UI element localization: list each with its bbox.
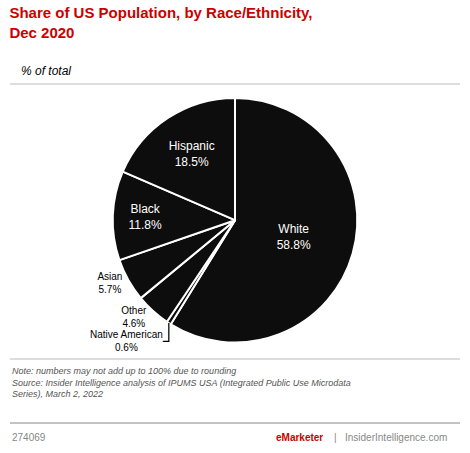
svg-text:InsiderIntelligence.com: InsiderIntelligence.com xyxy=(345,432,447,443)
svg-text:Black11.8%: Black11.8% xyxy=(129,202,162,232)
svg-text:|: | xyxy=(334,432,337,443)
svg-text:White58.8%: White58.8% xyxy=(277,222,311,252)
svg-text:% of total: % of total xyxy=(21,64,71,78)
svg-text:Hispanic18.5%: Hispanic18.5% xyxy=(169,139,215,169)
svg-text:Other4.6%: Other4.6% xyxy=(121,305,147,329)
svg-text:eMarketer: eMarketer xyxy=(276,432,323,443)
svg-text:Note: numbers may not add up t: Note: numbers may not add up to 100% due… xyxy=(12,366,351,399)
svg-text:Native American0.6%: Native American0.6% xyxy=(90,329,163,353)
svg-text:Asian5.7%: Asian5.7% xyxy=(97,271,122,295)
svg-text:274069: 274069 xyxy=(12,432,46,443)
svg-text:Share of US Population, by Rac: Share of US Population, by Race/Ethnicit… xyxy=(9,4,312,41)
